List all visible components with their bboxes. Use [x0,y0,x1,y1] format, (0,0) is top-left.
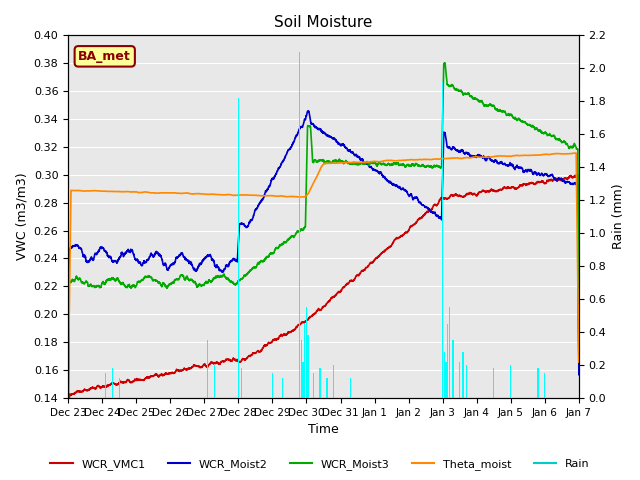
WCR_Moist2 [373,168,381,173]
WCR_Moist2 [207,253,214,259]
WCR_VMC1 [573,172,581,178]
WCR_VMC1 [173,367,181,373]
Bar [444,352,445,398]
Bar [538,368,539,398]
WCR_Moist3 [173,276,181,282]
Y-axis label: Rain (mm): Rain (mm) [612,184,625,250]
WCR_VMC1 [373,255,381,261]
WCR_Moist3 [527,123,534,129]
Bar [307,336,309,398]
Bar [463,352,464,398]
Bar [207,340,209,398]
X-axis label: Time: Time [308,423,339,436]
Theta_moist [173,191,181,196]
WCR_Moist2 [575,317,582,323]
WCR_VMC1 [575,318,582,324]
WCR_Moist2 [64,408,72,413]
Bar [112,368,113,398]
Text: BA_met: BA_met [78,50,131,63]
Line: WCR_Moist2: WCR_Moist2 [68,111,579,410]
WCR_VMC1 [382,247,390,253]
WCR_Moist2 [527,167,534,173]
Bar [449,307,450,398]
Bar [493,368,495,398]
Line: Theta_moist: Theta_moist [68,153,579,392]
Bar [301,340,302,398]
Title: Soil Moisture: Soil Moisture [275,15,372,30]
Theta_moist [575,337,582,343]
Bar [312,373,314,398]
Bar [319,368,321,398]
WCR_Moist3 [441,60,449,66]
WCR_Moist2 [575,372,582,378]
Y-axis label: VWC (m3/m3): VWC (m3/m3) [15,173,28,261]
Bar [459,361,460,398]
WCR_Moist2 [173,254,181,260]
Theta_moist [382,158,390,164]
Bar [544,373,545,398]
Theta_moist [571,150,579,156]
Bar [302,361,304,398]
WCR_Moist2 [382,176,390,181]
Bar [282,378,284,398]
Bar [466,365,467,398]
WCR_Moist3 [382,162,390,168]
Bar [118,378,120,398]
Bar [445,361,447,398]
Bar [510,365,511,398]
WCR_VMC1 [575,360,582,366]
Theta_moist [207,191,214,197]
Bar [333,365,334,398]
Bar [237,98,239,398]
WCR_Moist3 [575,294,582,300]
WCR_VMC1 [527,180,534,186]
WCR_Moist2 [304,108,312,114]
Theta_moist [373,159,381,165]
Theta_moist [64,389,72,395]
Bar [304,324,305,398]
WCR_Moist3 [64,425,72,431]
Bar [447,324,449,398]
Bar [105,373,106,398]
Theta_moist [527,153,534,158]
Line: WCR_VMC1: WCR_VMC1 [68,175,579,480]
Bar [299,52,300,398]
Line: WCR_Moist3: WCR_Moist3 [68,63,579,428]
WCR_Moist3 [207,279,214,285]
Bar [241,368,243,398]
Bar [326,378,328,398]
Bar [306,307,307,398]
Bar [442,82,444,398]
Theta_moist [575,359,582,365]
Bar [350,378,351,398]
WCR_VMC1 [207,359,214,365]
Bar [214,365,215,398]
WCR_Moist3 [373,163,381,169]
Bar [272,373,273,398]
WCR_Moist3 [575,353,582,359]
Bar [452,340,454,398]
Legend: WCR_VMC1, WCR_Moist2, WCR_Moist3, Theta_moist, Rain: WCR_VMC1, WCR_Moist2, WCR_Moist3, Theta_… [46,455,594,474]
